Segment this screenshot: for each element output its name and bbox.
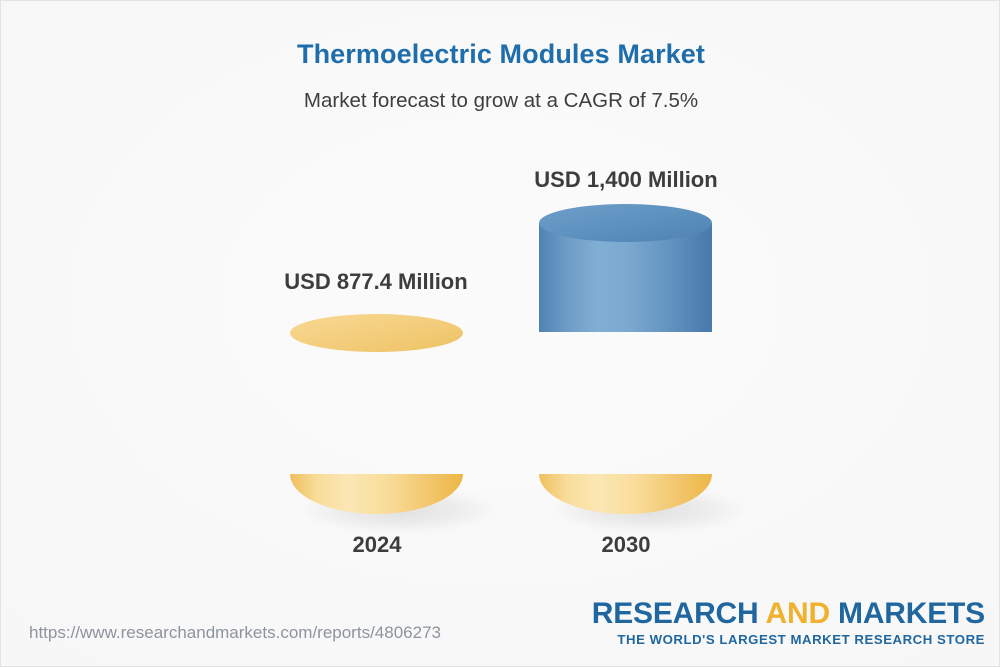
bar-value-label-2030: USD 1,400 Million — [534, 167, 718, 192]
bar-cap-2030 — [539, 204, 712, 242]
page-title: Thermoelectric Modules Market — [296, 39, 706, 69]
brand-logo-wordmark: RESEARCH AND MARKETS — [591, 597, 985, 630]
brand-logo-tagline: THE WORLD'S LARGEST MARKET RESEARCH STOR… — [617, 631, 985, 647]
bar-cap-2024 — [290, 314, 463, 352]
brand-logo[interactable]: RESEARCH AND MARKETS THE WORLD'S LARGEST… — [591, 597, 985, 647]
bar-category-label-2030: 2030 — [601, 532, 651, 557]
bar-body-2030-base — [539, 331, 712, 476]
bar-foot-2030 — [539, 474, 712, 514]
bar-value-label-2024: USD 877.4 Million — [284, 269, 468, 294]
report-url[interactable]: https://www.researchandmarkets.com/repor… — [29, 623, 441, 642]
brand-logo-markets: MARKETS — [829, 597, 985, 630]
bar-cylinder-2030 — [539, 204, 712, 514]
bar-body-2024-base — [290, 333, 463, 493]
bar-cylinder-2024 — [290, 314, 463, 514]
page-subtitle: Market forecast to grow at a CAGR of 7.5… — [303, 89, 699, 112]
brand-logo-research: RESEARCH — [591, 597, 766, 630]
brand-logo-and: AND — [765, 597, 831, 630]
bar-category-label-2024: 2024 — [352, 532, 402, 557]
